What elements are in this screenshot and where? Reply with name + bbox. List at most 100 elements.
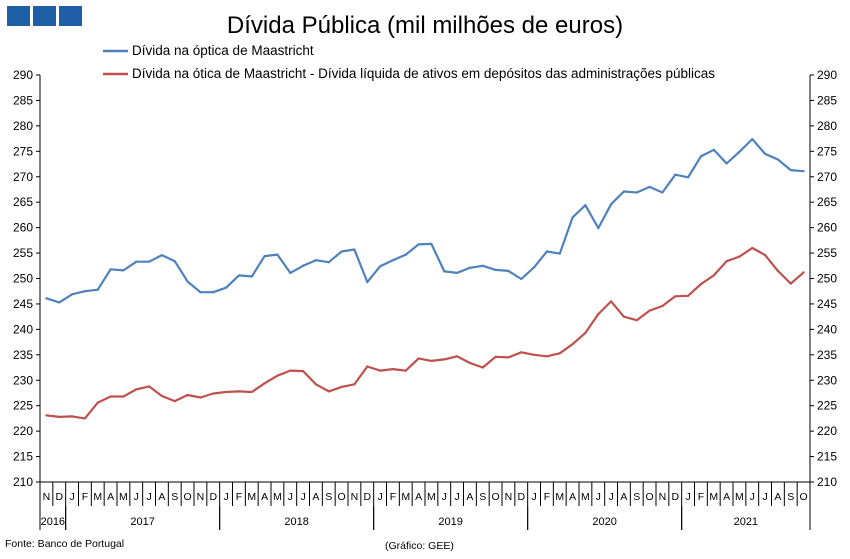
x-tick-label: A [466, 491, 473, 503]
year-label: 2019 [438, 516, 462, 528]
x-tick-label: M [93, 491, 102, 503]
data-point-2 [545, 355, 549, 358]
data-point-2 [609, 300, 613, 303]
data-point-1 [353, 248, 356, 251]
data-point-2 [430, 359, 433, 363]
data-point-2 [443, 358, 446, 361]
data-point-1 [622, 190, 626, 193]
y-tick-label-left: 275 [13, 144, 33, 158]
data-point-1 [289, 271, 292, 275]
data-point-2 [276, 374, 279, 377]
data-point-2 [751, 246, 754, 250]
y-tick-label-right: 210 [817, 475, 837, 489]
data-point-1 [776, 158, 780, 161]
data-point-2 [378, 369, 382, 372]
data-point-1 [378, 265, 382, 268]
data-point-1 [712, 148, 715, 151]
data-point-1 [738, 150, 741, 153]
data-point-2 [135, 388, 138, 391]
source-note: Fonte: Banco de Portugal [5, 538, 124, 550]
data-point-2 [584, 331, 587, 335]
data-point-2 [661, 304, 664, 308]
data-point-1 [263, 255, 266, 258]
data-point-2 [58, 415, 61, 418]
data-point-2 [520, 351, 523, 354]
year-label: 2018 [284, 516, 308, 528]
axes: 210 210 215 215 220 220 225 225 230 230 235 235 240 2… [13, 68, 837, 530]
data-point-2 [70, 415, 74, 418]
data-point-2 [353, 383, 356, 386]
y-tick-label-left: 225 [13, 399, 33, 413]
y-tick-label-right: 255 [817, 246, 837, 260]
y-tick-label-right: 270 [817, 170, 837, 184]
data-point-2 [173, 400, 176, 403]
x-tick-label: A [107, 491, 114, 503]
data-point-1 [186, 280, 189, 283]
x-tick-label: N [351, 491, 359, 503]
data-point-2 [725, 260, 728, 263]
data-point-1 [520, 277, 523, 281]
x-tick-label: F [544, 491, 550, 503]
x-tick-label: J [608, 491, 613, 503]
data-point-1 [45, 297, 48, 300]
data-point-2 [481, 366, 484, 369]
data-point-2 [417, 357, 420, 360]
x-tick-label: A [158, 491, 165, 503]
data-point-2 [122, 395, 125, 398]
data-point-2 [109, 395, 112, 398]
data-point-2 [776, 269, 780, 272]
x-tick-label: J [442, 491, 447, 503]
data-point-1 [250, 275, 253, 278]
data-point-1 [224, 286, 228, 289]
data-point-1 [507, 269, 510, 272]
data-point-2 [571, 343, 574, 346]
data-point-1 [635, 191, 638, 194]
data-point-1 [661, 191, 664, 194]
data-point-1 [571, 216, 574, 219]
data-point-1 [532, 266, 536, 269]
x-tick-label: S [171, 491, 178, 503]
data-point-1 [648, 185, 651, 189]
y-tick-label-left: 270 [13, 170, 33, 184]
x-tick-label: F [236, 491, 242, 503]
data-point-1 [609, 203, 613, 206]
x-tick-label: S [479, 491, 486, 503]
chart-title: Dívida Pública (mil milhões de euros) [227, 12, 623, 39]
y-tick-label-right: 290 [817, 68, 837, 82]
legend-label-1: Dívida na óptica de Maastricht [132, 43, 314, 58]
x-tick-label: J [685, 491, 690, 503]
data-point-2 [468, 361, 472, 365]
data-point-1 [430, 242, 433, 246]
data-point-1 [417, 243, 420, 246]
x-tick-label: A [620, 491, 627, 503]
y-tick-label-right: 245 [817, 297, 837, 311]
y-tick-label-left: 220 [13, 424, 33, 438]
data-point-2 [455, 355, 459, 358]
data-point-2 [250, 390, 253, 394]
logo-square [59, 6, 82, 26]
x-tick-label: J [69, 491, 74, 503]
y-tick-label-right: 280 [817, 119, 837, 133]
y-tick-label-right: 240 [817, 322, 837, 336]
y-tick-label-right: 260 [817, 221, 837, 235]
data-point-1 [443, 270, 446, 273]
x-tick-label: N [659, 491, 667, 503]
data-point-2 [763, 253, 767, 257]
x-tick-label: N [43, 491, 51, 503]
x-tick-label: D [517, 491, 525, 503]
y-tick-label-right: 230 [817, 373, 837, 387]
x-tick-label: F [698, 491, 704, 503]
x-tick-label: M [709, 491, 718, 503]
data-point-2 [622, 315, 626, 318]
data-point-2 [96, 401, 99, 404]
x-tick-label: J [762, 491, 767, 503]
data-point-2 [597, 313, 600, 316]
data-point-2 [147, 385, 151, 388]
data-point-2 [635, 319, 638, 322]
data-point-1 [391, 259, 395, 262]
data-point-2 [686, 294, 690, 297]
credit-note: (Gráfico: GEE) [385, 540, 454, 552]
x-tick-label: O [337, 491, 345, 503]
x-tick-label: J [596, 491, 601, 503]
y-tick-label-right: 265 [817, 195, 837, 209]
